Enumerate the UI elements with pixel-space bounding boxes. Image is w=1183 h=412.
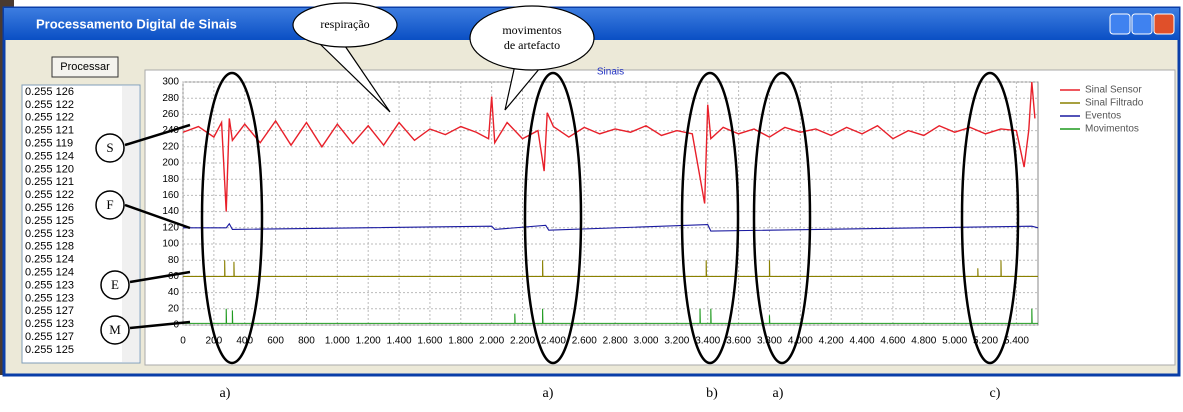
x-tick-label: 2.200 — [510, 336, 535, 347]
process-button-label: Processar — [60, 61, 110, 73]
y-tick-label: 200 — [162, 158, 179, 169]
x-tick-label: 800 — [298, 336, 315, 347]
legend-label: Movimentos — [1085, 124, 1139, 135]
x-tick-label: 5.000 — [942, 336, 967, 347]
marker-label: S — [106, 140, 113, 155]
window-title: Processamento Digital de Sinais — [36, 16, 237, 31]
list-item: 0.255 120 — [25, 163, 74, 175]
list-item: 0.255 119 — [25, 138, 73, 150]
plot-area — [183, 82, 1038, 325]
x-tick-label: 1.800 — [448, 336, 473, 347]
list-item: 0.255 125 — [25, 344, 74, 356]
list-item: 0.255 121 — [25, 176, 74, 188]
y-tick-label: 260 — [162, 109, 179, 120]
x-tick-label: 1.400 — [387, 336, 412, 347]
x-tick-label: 5.400 — [1004, 336, 1029, 347]
list-item: 0.255 123 — [25, 228, 74, 240]
callout-text: respiração — [320, 17, 369, 31]
annotation-label: a) — [773, 386, 784, 401]
x-tick-label: 4.400 — [850, 336, 875, 347]
list-item: 0.255 126 — [25, 86, 74, 98]
x-tick-label: 4.600 — [880, 336, 905, 347]
list-item: 0.255 122 — [25, 189, 74, 201]
y-tick-label: 80 — [168, 255, 180, 266]
x-tick-label: 4.800 — [911, 336, 936, 347]
x-tick-label: 600 — [267, 336, 284, 347]
annotation-label: b) — [706, 386, 718, 401]
y-tick-label: 0 — [173, 320, 179, 331]
list-item: 0.255 121 — [25, 125, 74, 137]
list-item: 0.255 122 — [25, 112, 74, 124]
list-item: 0.255 123 — [25, 318, 74, 330]
y-tick-label: 220 — [162, 141, 179, 152]
legend-label: Eventos — [1085, 111, 1121, 122]
x-tick-label: 4.200 — [819, 336, 844, 347]
x-tick-label: 1.000 — [325, 336, 350, 347]
marker-label: M — [109, 322, 121, 337]
close-button[interactable] — [1154, 14, 1174, 34]
x-tick-label: 0 — [180, 336, 186, 347]
x-tick-label: 2.600 — [572, 336, 597, 347]
x-tick-label: 1.600 — [417, 336, 442, 347]
callout-text: de artefacto — [504, 38, 560, 52]
annotation-label: a) — [220, 386, 231, 401]
list-item: 0.255 128 — [25, 241, 74, 253]
legend-label: Sinal Sensor — [1085, 85, 1142, 96]
maximize-button[interactable] — [1132, 14, 1152, 34]
x-tick-label: 3.400 — [695, 336, 720, 347]
marker-label: E — [111, 277, 119, 292]
x-tick-label: 3.200 — [664, 336, 689, 347]
y-tick-label: 300 — [162, 77, 179, 88]
list-item: 0.255 127 — [25, 305, 74, 317]
y-tick-label: 100 — [162, 239, 179, 250]
x-tick-label: 1.200 — [356, 336, 381, 347]
x-tick-label: 4.000 — [788, 336, 813, 347]
minimize-button[interactable] — [1110, 14, 1130, 34]
marker-label: F — [106, 197, 113, 212]
list-item: 0.255 123 — [25, 292, 74, 304]
list-item: 0.255 126 — [25, 202, 74, 214]
x-tick-label: 2.800 — [603, 336, 628, 347]
x-tick-label: 3.600 — [726, 336, 751, 347]
list-item: 0.255 127 — [25, 331, 74, 343]
y-tick-label: 160 — [162, 190, 179, 201]
annotation-label: a) — [543, 386, 554, 401]
callout-text: movimentos — [502, 23, 562, 37]
annotation-label: c) — [990, 386, 1001, 401]
list-item: 0.255 122 — [25, 99, 74, 111]
list-item: 0.255 125 — [25, 215, 74, 227]
y-tick-label: 140 — [162, 206, 179, 217]
list-item: 0.255 124 — [25, 150, 74, 162]
y-tick-label: 20 — [168, 303, 180, 314]
y-tick-label: 40 — [168, 287, 180, 298]
x-tick-label: 400 — [236, 336, 253, 347]
y-tick-label: 280 — [162, 93, 179, 104]
list-item: 0.255 124 — [25, 254, 74, 266]
legend-label: Sinal Filtrado — [1085, 98, 1144, 109]
chart-title: Sinais — [597, 67, 624, 78]
x-tick-label: 3.000 — [633, 336, 658, 347]
list-item: 0.255 124 — [25, 267, 74, 279]
y-tick-label: 180 — [162, 174, 179, 185]
screen: Processamento Digital de Sinais Processa… — [0, 0, 1183, 407]
x-tick-label: 2.400 — [541, 336, 566, 347]
list-item: 0.255 123 — [25, 279, 74, 291]
x-tick-label: 2.000 — [479, 336, 504, 347]
